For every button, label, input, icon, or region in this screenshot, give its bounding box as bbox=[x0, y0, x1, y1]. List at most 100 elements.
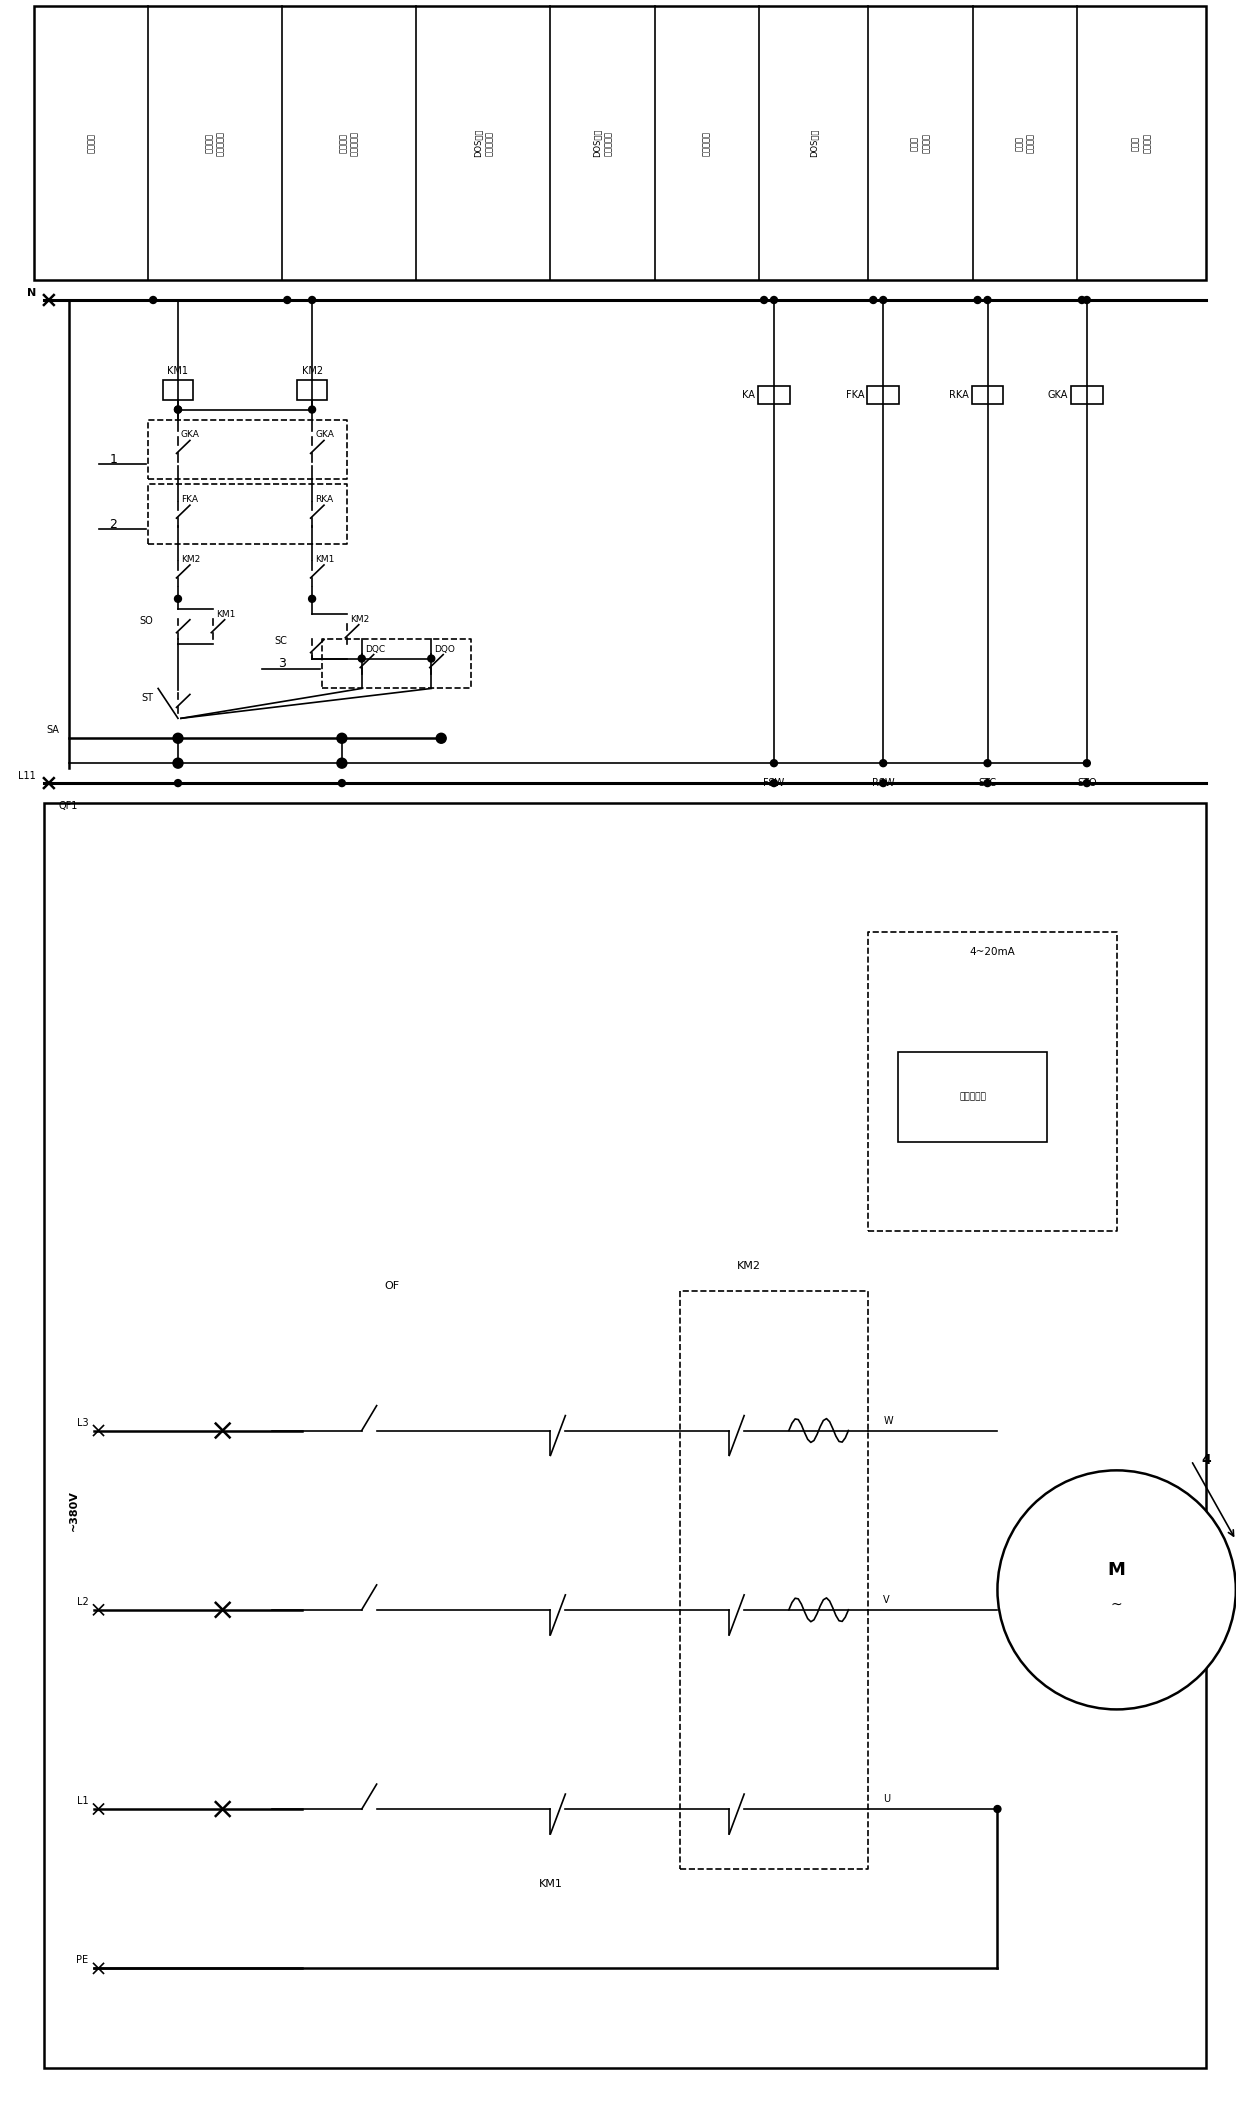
Bar bbox=[867, 386, 899, 403]
Circle shape bbox=[975, 296, 981, 304]
Circle shape bbox=[770, 760, 777, 767]
Text: FSW: FSW bbox=[764, 777, 785, 788]
Text: ~380V: ~380V bbox=[68, 1489, 78, 1531]
Text: N: N bbox=[27, 287, 36, 298]
Circle shape bbox=[339, 779, 346, 786]
Circle shape bbox=[309, 296, 315, 304]
Text: OF: OF bbox=[384, 1282, 399, 1290]
Text: 频率控制器: 频率控制器 bbox=[960, 1092, 986, 1100]
Text: KM1: KM1 bbox=[315, 555, 335, 564]
Bar bbox=[898, 1052, 1047, 1143]
Circle shape bbox=[337, 733, 347, 743]
Circle shape bbox=[997, 1470, 1236, 1709]
Text: 手动控制
关阀门操作: 手动控制 关阀门操作 bbox=[340, 131, 360, 156]
Text: 3: 3 bbox=[278, 657, 286, 670]
Text: KM2: KM2 bbox=[350, 615, 370, 623]
Text: GKA: GKA bbox=[1048, 389, 1068, 399]
Text: GKA: GKA bbox=[315, 431, 334, 439]
Circle shape bbox=[1084, 760, 1090, 767]
Text: L1: L1 bbox=[77, 1795, 88, 1806]
Text: 手动控制
开阀门操作: 手动控制 开阀门操作 bbox=[205, 131, 226, 156]
Text: QF1: QF1 bbox=[58, 800, 78, 811]
Text: SO: SO bbox=[139, 617, 154, 625]
Circle shape bbox=[309, 596, 315, 602]
Bar bbox=[43, 803, 1207, 2068]
Text: GKA: GKA bbox=[181, 431, 200, 439]
Bar bbox=[972, 386, 1003, 403]
Bar bbox=[298, 380, 327, 399]
Circle shape bbox=[985, 296, 991, 304]
Text: DQO: DQO bbox=[434, 644, 455, 653]
Circle shape bbox=[175, 596, 181, 602]
Circle shape bbox=[985, 760, 991, 767]
Text: 控制电源: 控制电源 bbox=[87, 133, 95, 152]
Circle shape bbox=[436, 733, 446, 743]
Text: KM1: KM1 bbox=[167, 365, 188, 376]
Text: 阀门开
到位指示: 阀门开 到位指示 bbox=[910, 133, 930, 152]
Text: FKA: FKA bbox=[846, 389, 864, 399]
Circle shape bbox=[175, 779, 181, 786]
Circle shape bbox=[309, 406, 315, 414]
Circle shape bbox=[994, 1806, 1001, 1812]
Text: KM2: KM2 bbox=[301, 365, 322, 376]
Text: 2: 2 bbox=[109, 517, 118, 530]
Text: 阀门控制开: 阀门控制开 bbox=[702, 131, 712, 156]
Bar bbox=[1071, 386, 1102, 403]
Circle shape bbox=[150, 296, 156, 304]
Text: DQC: DQC bbox=[365, 644, 384, 653]
Text: KM1: KM1 bbox=[216, 610, 236, 619]
Text: DOS控制: DOS控制 bbox=[810, 129, 818, 156]
Text: SC: SC bbox=[274, 636, 288, 646]
Text: 阀门过
扭矩指示: 阀门过 扭矩指示 bbox=[1131, 133, 1152, 152]
Text: STC: STC bbox=[978, 777, 997, 788]
Circle shape bbox=[770, 779, 777, 786]
Text: PE: PE bbox=[77, 1956, 88, 1966]
Text: L3: L3 bbox=[77, 1417, 88, 1428]
Text: L11: L11 bbox=[19, 771, 36, 781]
Text: KM2: KM2 bbox=[181, 555, 200, 564]
Text: DOS控制
开阀门操作: DOS控制 开阀门操作 bbox=[474, 129, 494, 156]
Text: KM1: KM1 bbox=[538, 1880, 563, 1888]
Text: W: W bbox=[883, 1415, 893, 1426]
Circle shape bbox=[770, 296, 777, 304]
Text: 阀门关
到位指示: 阀门关 到位指示 bbox=[1014, 133, 1035, 152]
Bar bbox=[33, 6, 1207, 281]
Text: KA: KA bbox=[743, 389, 755, 399]
Text: 4~20mA: 4~20mA bbox=[970, 948, 1016, 957]
Circle shape bbox=[174, 733, 184, 743]
Text: DOS控制
关阀门操作: DOS控制 关阀门操作 bbox=[593, 129, 613, 156]
Text: V: V bbox=[883, 1595, 890, 1605]
Text: FKA: FKA bbox=[181, 494, 198, 505]
Text: ST: ST bbox=[141, 693, 154, 703]
Circle shape bbox=[760, 296, 768, 304]
Text: M: M bbox=[1107, 1561, 1126, 1580]
Circle shape bbox=[1079, 296, 1085, 304]
Circle shape bbox=[358, 655, 366, 661]
Circle shape bbox=[337, 758, 347, 769]
Circle shape bbox=[869, 296, 877, 304]
Text: SA: SA bbox=[46, 724, 58, 735]
Text: KM2: KM2 bbox=[737, 1261, 761, 1271]
Text: 4: 4 bbox=[1202, 1453, 1211, 1468]
Circle shape bbox=[175, 406, 181, 414]
Text: ~: ~ bbox=[1111, 1599, 1122, 1611]
Bar bbox=[758, 386, 790, 403]
Circle shape bbox=[175, 406, 181, 414]
Circle shape bbox=[428, 655, 435, 661]
Circle shape bbox=[1084, 779, 1090, 786]
Circle shape bbox=[284, 296, 290, 304]
Text: U: U bbox=[883, 1793, 890, 1804]
Text: L2: L2 bbox=[77, 1597, 88, 1607]
Bar bbox=[164, 380, 193, 399]
Circle shape bbox=[879, 760, 887, 767]
Text: RSW: RSW bbox=[872, 777, 894, 788]
Circle shape bbox=[879, 296, 887, 304]
Circle shape bbox=[985, 779, 991, 786]
Circle shape bbox=[1084, 296, 1090, 304]
Text: RKA: RKA bbox=[949, 389, 968, 399]
Circle shape bbox=[174, 758, 184, 769]
Circle shape bbox=[879, 779, 887, 786]
Text: RKA: RKA bbox=[315, 494, 334, 505]
Text: STO: STO bbox=[1078, 777, 1096, 788]
Text: 1: 1 bbox=[109, 452, 118, 467]
